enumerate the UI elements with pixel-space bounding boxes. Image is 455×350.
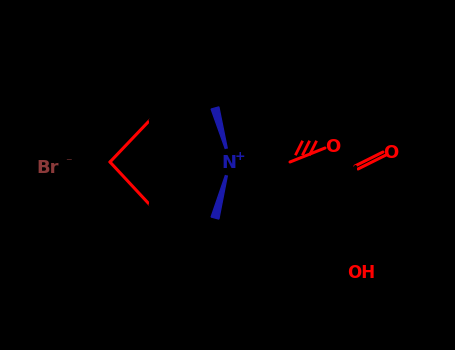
- Polygon shape: [211, 162, 230, 219]
- Text: N: N: [222, 154, 237, 172]
- Text: Br: Br: [37, 159, 59, 177]
- Text: +: +: [235, 150, 245, 163]
- Text: OH: OH: [347, 264, 375, 282]
- Text: ⁻: ⁻: [65, 156, 71, 169]
- Text: O: O: [384, 144, 399, 162]
- Polygon shape: [334, 198, 355, 212]
- Circle shape: [217, 149, 243, 175]
- Text: H: H: [122, 72, 134, 86]
- Text: H: H: [122, 240, 134, 254]
- Text: H: H: [321, 208, 333, 222]
- Text: O: O: [325, 138, 341, 156]
- Polygon shape: [211, 107, 230, 162]
